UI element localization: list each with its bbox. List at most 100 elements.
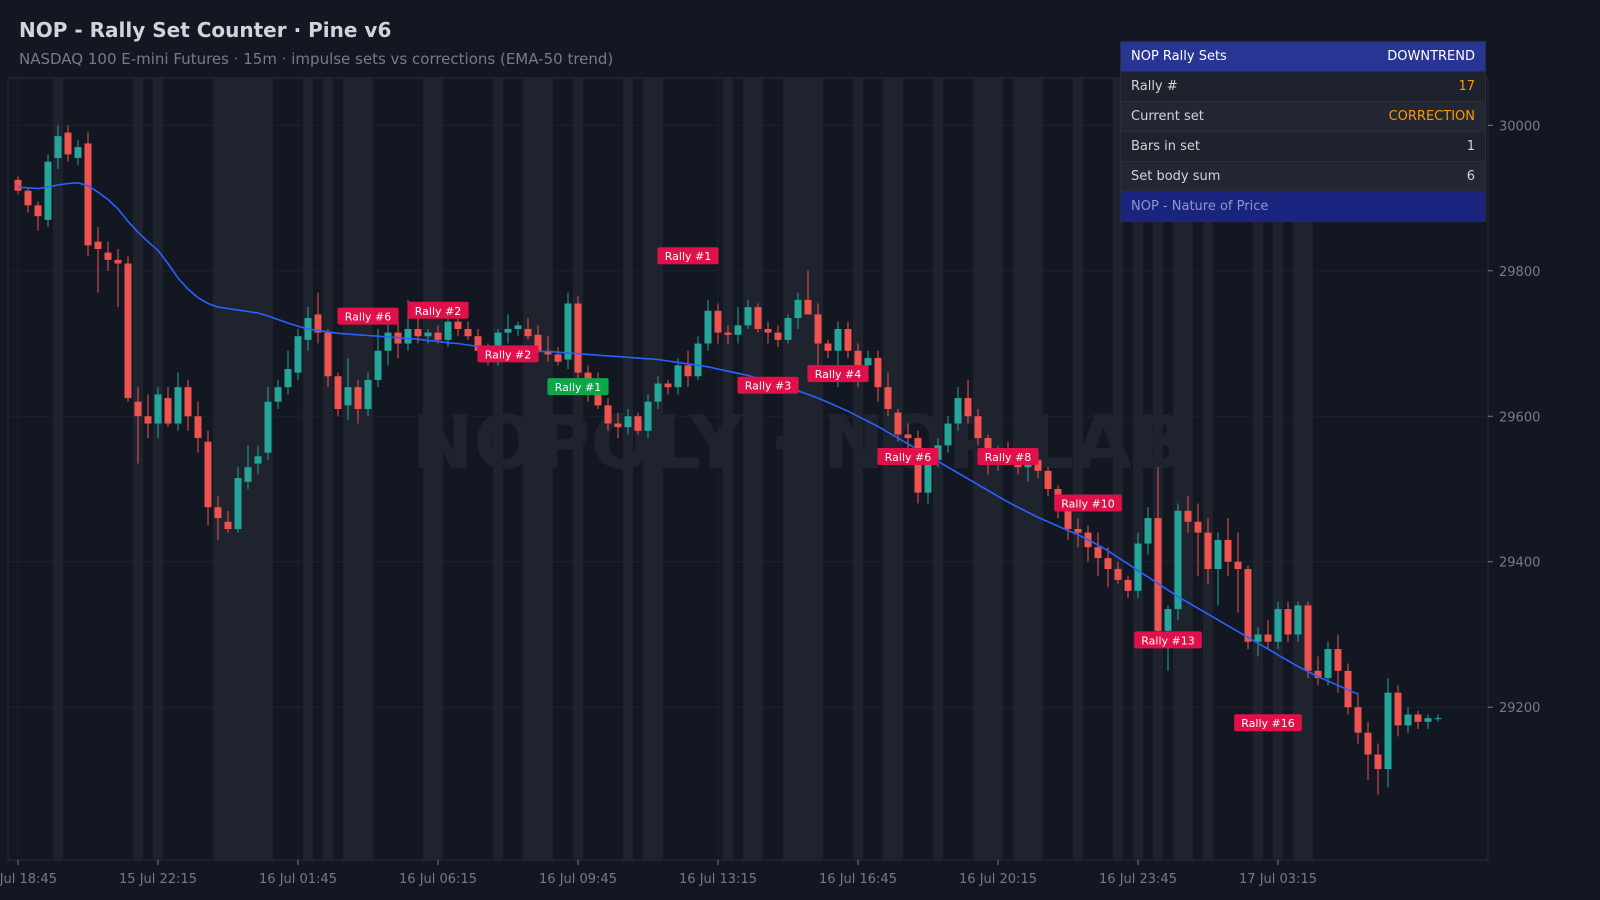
candle-body [604,405,612,424]
candle-body [884,387,892,409]
correction-band [1113,78,1123,860]
correction-band [1203,78,1213,860]
ema-50-line [17,181,1359,695]
candle-body [424,332,432,337]
candle-body [824,343,832,351]
candle-body [464,328,472,337]
candle-body [1094,547,1102,559]
x-tick-label: 16 Jul 09:45 [539,872,617,887]
correction-band [623,78,633,860]
candle-body [224,521,232,530]
candle-body [684,365,692,377]
candle-body [44,161,52,220]
candle [274,379,282,409]
candle-body [544,350,552,355]
candle-body [1214,539,1222,570]
correction-band [573,78,583,860]
x-tick-label: 15 Jul 22:15 [119,872,197,887]
rally-label-box [657,247,719,265]
candle-body [214,507,222,519]
candle [884,372,892,417]
candle [84,132,92,257]
candle [874,350,882,402]
candle-body [314,314,322,333]
rally-label: Rally #4 [807,365,869,383]
candle-body [1074,529,1082,533]
candle-body [784,318,792,340]
candle [664,379,672,395]
panel-row-current-set: Current set CORRECTION [1121,102,1485,132]
candle-body [624,416,632,428]
rally-label-box [547,378,609,396]
candle-body [384,332,392,351]
candle [174,372,182,431]
candle-body [1314,670,1322,679]
candle [144,394,152,439]
candle-body [364,379,372,409]
correction-band [643,78,663,860]
candle-body [974,416,982,439]
correction-band [743,78,763,860]
candle-body [134,401,142,417]
candle-body [1334,649,1342,671]
candle [614,412,622,439]
candle-body [854,350,862,366]
candle-body [1184,510,1192,522]
candle-body [704,310,712,344]
candle [1224,518,1232,577]
candle [654,376,662,409]
candle [1374,743,1382,795]
candle-body [1294,605,1302,635]
candle-body [1434,718,1442,720]
candle-body [1134,543,1142,591]
candle-body [944,423,952,446]
candle [1084,525,1092,562]
correction-band [133,78,143,860]
candle [54,125,62,169]
candle [164,387,172,428]
candle [564,292,572,369]
rally-label-box [977,447,1039,465]
candle-body [1064,510,1072,530]
correction-band [1173,78,1193,860]
candle [894,408,902,442]
candle [1334,634,1342,693]
candle-body [1174,510,1182,610]
candle-body [1414,714,1422,722]
candle [1184,496,1192,533]
candle [1284,601,1292,642]
rally-label-box [1054,494,1122,512]
rally-label-text: Rally #2 [485,348,531,361]
candle-body [454,321,462,329]
candle-body [1164,609,1172,631]
rally-label: Rally #10 [1054,494,1122,512]
candle-body [294,336,302,373]
candle-body [274,387,282,402]
candle [24,187,32,213]
candle-body [334,376,342,409]
candle-body [434,332,442,340]
candle-body [594,387,602,406]
rally-label: Rally #8 [977,447,1039,465]
y-tick-label: 29800 [1499,265,1540,280]
candle [1204,518,1212,584]
rally-label-box [407,301,469,319]
y-axis: 29200 29400 29600 29800 30000 [1488,119,1540,716]
x-axis: 15 Jul 18:45 15 Jul 22:15 16 Jul 01:45 16 J… [0,860,1317,887]
candle-body [34,205,42,217]
candle [1114,561,1122,584]
candle [1254,627,1262,657]
rally-label-text: Rally #3 [745,380,791,393]
rally-label-box [1234,714,1302,732]
x-tick-label: 16 Jul 13:15 [679,872,757,887]
watermark: NOPOLY · NOP LAB [412,400,1189,486]
x-tick-label: 16 Jul 20:15 [959,872,1037,887]
candle [434,325,442,344]
rally-label-text: Rally #1 [665,250,711,263]
candle [644,394,652,439]
candle-body [1224,539,1232,562]
rally-label-box [337,307,399,325]
candle [184,379,192,431]
candle-body [1194,521,1202,533]
